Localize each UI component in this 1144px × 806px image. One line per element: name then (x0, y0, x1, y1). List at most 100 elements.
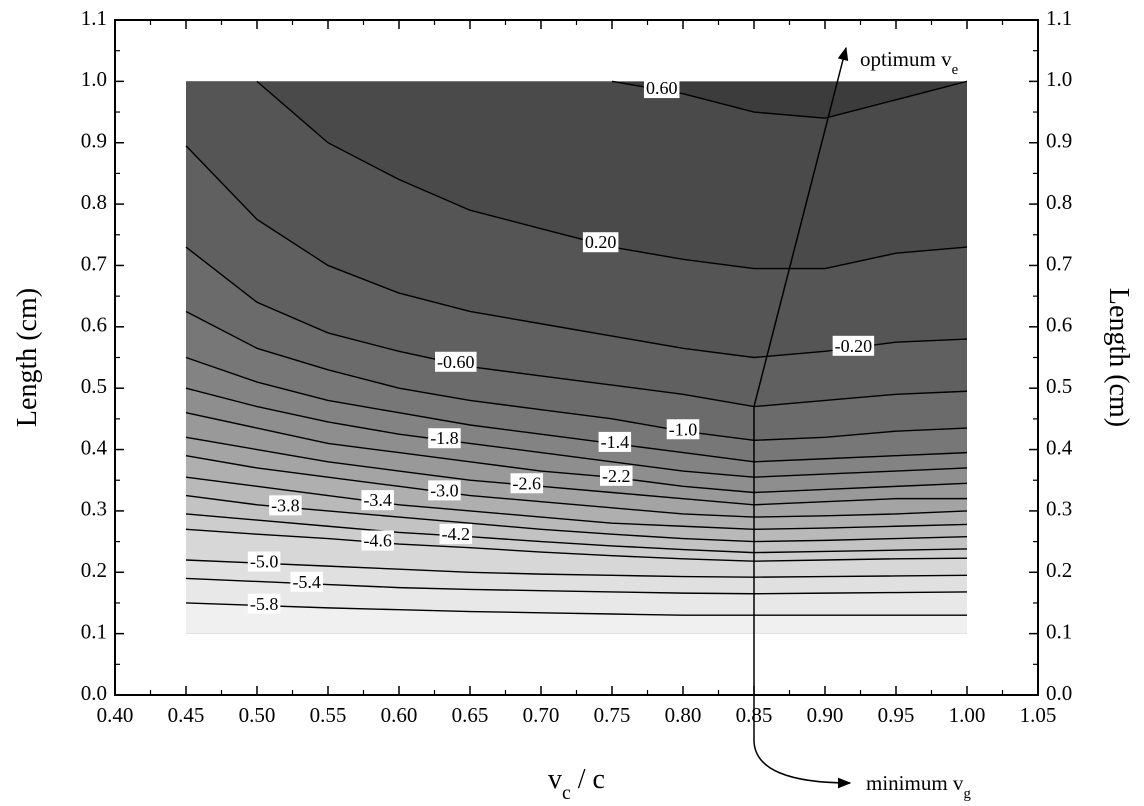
y-tick-label: 1.0 (81, 67, 107, 91)
contour-label-bg (643, 78, 680, 99)
contour-line (185, 436, 967, 506)
x-tick-label: 0.80 (665, 703, 702, 727)
contour-line (185, 602, 967, 616)
x-axis-label-rest: / c (571, 764, 605, 795)
contour-line (185, 356, 968, 463)
annotation: minimum vg (866, 771, 971, 802)
y-tick-label: 0.7 (81, 251, 107, 275)
contour-line (185, 387, 968, 478)
annotation-arrow (753, 46, 849, 740)
y-tick-label: 0.8 (1046, 190, 1072, 214)
contour-label-bg (510, 473, 544, 494)
contour-label-bg (247, 593, 281, 614)
y-tick-label: 0.6 (1046, 313, 1072, 337)
contour-label: -1.0 (669, 419, 698, 439)
annotation-main: minimum v (866, 771, 964, 795)
contour-label: -0.60 (437, 352, 475, 372)
contour-label: -5.0 (250, 552, 279, 572)
annotations: optimum ve minimum vg (753, 46, 971, 802)
y-axis-label: Length (cm) (12, 288, 43, 427)
x-tick-label: 0.75 (594, 703, 631, 727)
annotation: optimum ve (860, 47, 959, 78)
contour-line (185, 528, 968, 562)
annotation-arrow (753, 739, 852, 789)
contour-line (185, 246, 968, 408)
y-tick-label: 0.6 (81, 313, 107, 337)
y-axis-label: Length (cm) (1103, 288, 1134, 427)
y-tick-label: 1.1 (1046, 6, 1072, 30)
x-tick-label: 0.40 (97, 703, 134, 727)
contour-label-bg (428, 480, 461, 501)
y-tick-label: 0.7 (1046, 251, 1072, 275)
y-tick-label: 0.5 (81, 374, 107, 398)
contour-line (185, 476, 968, 531)
y-tick-label: 1.1 (81, 6, 107, 30)
x-axis-label-main: v (548, 764, 562, 795)
contour-label-bg (600, 465, 633, 486)
contour-label-bg (428, 428, 461, 449)
y-tick-label: 0.4 (81, 435, 108, 459)
x-tick-label: 0.70 (523, 703, 560, 727)
annotation-sub: g (963, 786, 971, 802)
contour-label: 0.60 (646, 78, 678, 98)
x-axis-label-sub: c (562, 783, 571, 804)
contour-line (185, 310, 968, 442)
contour-label-bg (290, 571, 323, 592)
x-tick-label: 0.95 (878, 703, 915, 727)
y-tick-label: 0.9 (1046, 129, 1072, 153)
contour-line (185, 513, 968, 554)
contour-label: 0.20 (585, 232, 617, 252)
contour-label-bg (361, 530, 394, 551)
contour-label-bg (361, 490, 394, 511)
contour-label-bg (598, 431, 632, 452)
contour-label-bg (269, 495, 302, 516)
contour-label-bg (439, 523, 473, 544)
y-tick-label: 0.9 (81, 129, 107, 153)
contour-line (185, 412, 968, 494)
y-tick-label: 0.0 (1046, 681, 1072, 705)
y-tick-label: 0.1 (81, 619, 107, 643)
contour-label: -2.6 (513, 473, 542, 493)
contour-label-bg (582, 232, 619, 253)
y-tick-label: 0.3 (1046, 497, 1072, 521)
annotation-sub: e (952, 62, 959, 78)
contour-line (185, 454, 968, 518)
x-axis-label: vc / c (548, 764, 605, 804)
x-tick-label: 0.65 (452, 703, 489, 727)
x-tick-label: 0.55 (310, 703, 347, 727)
contour-label: -3.4 (363, 490, 392, 510)
y-tick-label: 0.1 (1046, 619, 1072, 643)
x-tick-label: 0.90 (807, 703, 844, 727)
contour-label-bg (247, 551, 281, 572)
contour-line (185, 494, 968, 543)
y-tick-label: 0.4 (1046, 435, 1073, 459)
y-tick-label: 0.8 (81, 190, 107, 214)
contour-label: -3.8 (271, 495, 300, 515)
contour-labels: 0.60 0.20 -0.20 -0.60 -1.0 -1.4 -1.8 -2.2 -2.6 -3… (247, 78, 875, 614)
contour-label: -0.20 (835, 336, 873, 356)
contour-label: -1.8 (430, 428, 459, 448)
contour-label: -5.4 (292, 572, 321, 592)
contour-line (185, 559, 968, 578)
contour-label-bg (435, 351, 477, 372)
y-tick-label: 0.2 (81, 558, 107, 582)
contour-label: -5.8 (250, 594, 279, 614)
x-tick-label: 0.50 (239, 703, 276, 727)
contour-label: -4.6 (363, 531, 392, 551)
y-tick-label: 0.5 (1046, 374, 1072, 398)
contour-label: -2.2 (602, 466, 631, 486)
x-tick-label: 0.45 (168, 703, 205, 727)
y-tick-label: 0.0 (81, 681, 107, 705)
annotation-main: optimum v (860, 47, 952, 71)
x-tick-label: 0.60 (381, 703, 418, 727)
contour-label: -1.4 (601, 432, 630, 452)
field-band (186, 602, 967, 634)
y-tick-label: 0.2 (1046, 558, 1072, 582)
x-tick-label: 1.05 (1020, 703, 1057, 727)
axes: 0.40 0.45 0.50 0.55 0.60 0.65 0.70 0.75 0.80 0.85… (12, 6, 1134, 804)
y-tick-label: 0.3 (81, 497, 107, 521)
y-tick-label: 1.0 (1046, 67, 1072, 91)
contour-label: -3.0 (430, 480, 459, 500)
contour-label-bg (666, 419, 700, 440)
